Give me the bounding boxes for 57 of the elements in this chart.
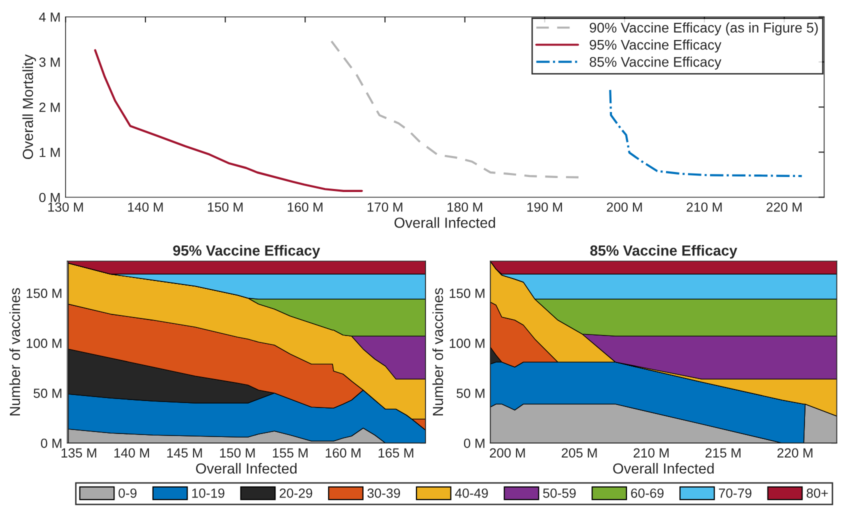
x-tick-label: 150 M <box>220 448 255 458</box>
legend-label: 50-59 <box>543 488 576 498</box>
legend-label: 95% Vaccine Efficacy <box>590 40 722 52</box>
legend-label: 0-9 <box>118 488 137 498</box>
legend-label: 90% Vaccine Efficacy (as in Figure 5) <box>590 22 818 36</box>
legend-label: 20-29 <box>280 488 312 498</box>
x-axis-title: Overall Infected <box>196 462 297 474</box>
chart-title: 95% Vaccine Efficacy <box>173 244 320 259</box>
x-tick-label: 135 M <box>62 448 96 458</box>
x-tick-label: 200 M <box>490 448 525 458</box>
y-tick-label: 2 M <box>39 102 60 112</box>
legend-label: 10-19 <box>192 488 224 498</box>
legend-label: 30-39 <box>367 488 400 498</box>
y-tick-label: 3 M <box>39 58 60 67</box>
y-tick-label: 4 M <box>39 12 60 22</box>
y-axis-title: Number of vaccines <box>9 288 20 416</box>
x-tick-label: 150 M <box>208 202 243 212</box>
x-tick-label: 165 M <box>378 448 414 458</box>
x-tick-label: 210 M <box>686 202 722 212</box>
legend-label: 40-49 <box>455 488 488 498</box>
x-axis-title: Overall Infected <box>394 217 496 228</box>
legend-label: 85% Vaccine Efficacy <box>590 56 722 70</box>
x-tick-label: 160 M <box>326 448 360 458</box>
x-tick-label: 155 M <box>272 448 308 458</box>
x-tick-label: 205 M <box>562 448 597 458</box>
y-axis-title: Overall Mortality <box>22 54 36 160</box>
line-series <box>94 49 363 192</box>
y-tick-label: 50 M <box>34 388 62 398</box>
x-tick-label: 160 M <box>288 202 322 212</box>
y-tick-label: 1 M <box>40 148 60 157</box>
legend-label: 80+ <box>806 488 828 498</box>
x-tick-label: 190 M <box>527 202 562 212</box>
x-tick-label: 180 M <box>448 202 482 212</box>
y-tick-label: 0 M <box>464 438 484 448</box>
x-tick-label: 220 M <box>766 202 802 212</box>
y-tick-label: 150 M <box>26 288 62 298</box>
x-tick-label: 130 M <box>48 202 83 212</box>
chart-title: 85% Vaccine Efficacy <box>590 244 738 259</box>
x-tick-label: 210 M <box>634 448 669 458</box>
y-tick-label: 0 M <box>39 192 60 202</box>
x-tick-label: 145 M <box>167 448 202 458</box>
x-tick-label: 170 M <box>368 202 402 212</box>
legend-label: 70-79 <box>718 488 752 498</box>
x-axis-title: Overall Infected <box>613 462 714 474</box>
legend-label: 60-69 <box>631 488 664 498</box>
line-series <box>609 88 803 178</box>
y-tick-label: 150 M <box>450 288 484 298</box>
x-tick-label: 220 M <box>777 448 812 458</box>
y-axis-title: Number of vaccines <box>432 288 444 416</box>
y-tick-label: 100 M <box>450 338 484 348</box>
x-tick-label: 215 M <box>706 448 740 458</box>
x-tick-label: 200 M <box>606 202 642 212</box>
x-tick-label: 140 M <box>128 202 163 212</box>
x-tick-label: 140 M <box>114 448 149 458</box>
y-tick-label: 100 M <box>26 338 62 348</box>
y-tick-label: 50 M <box>456 388 484 398</box>
y-tick-label: 0 M <box>40 438 62 448</box>
